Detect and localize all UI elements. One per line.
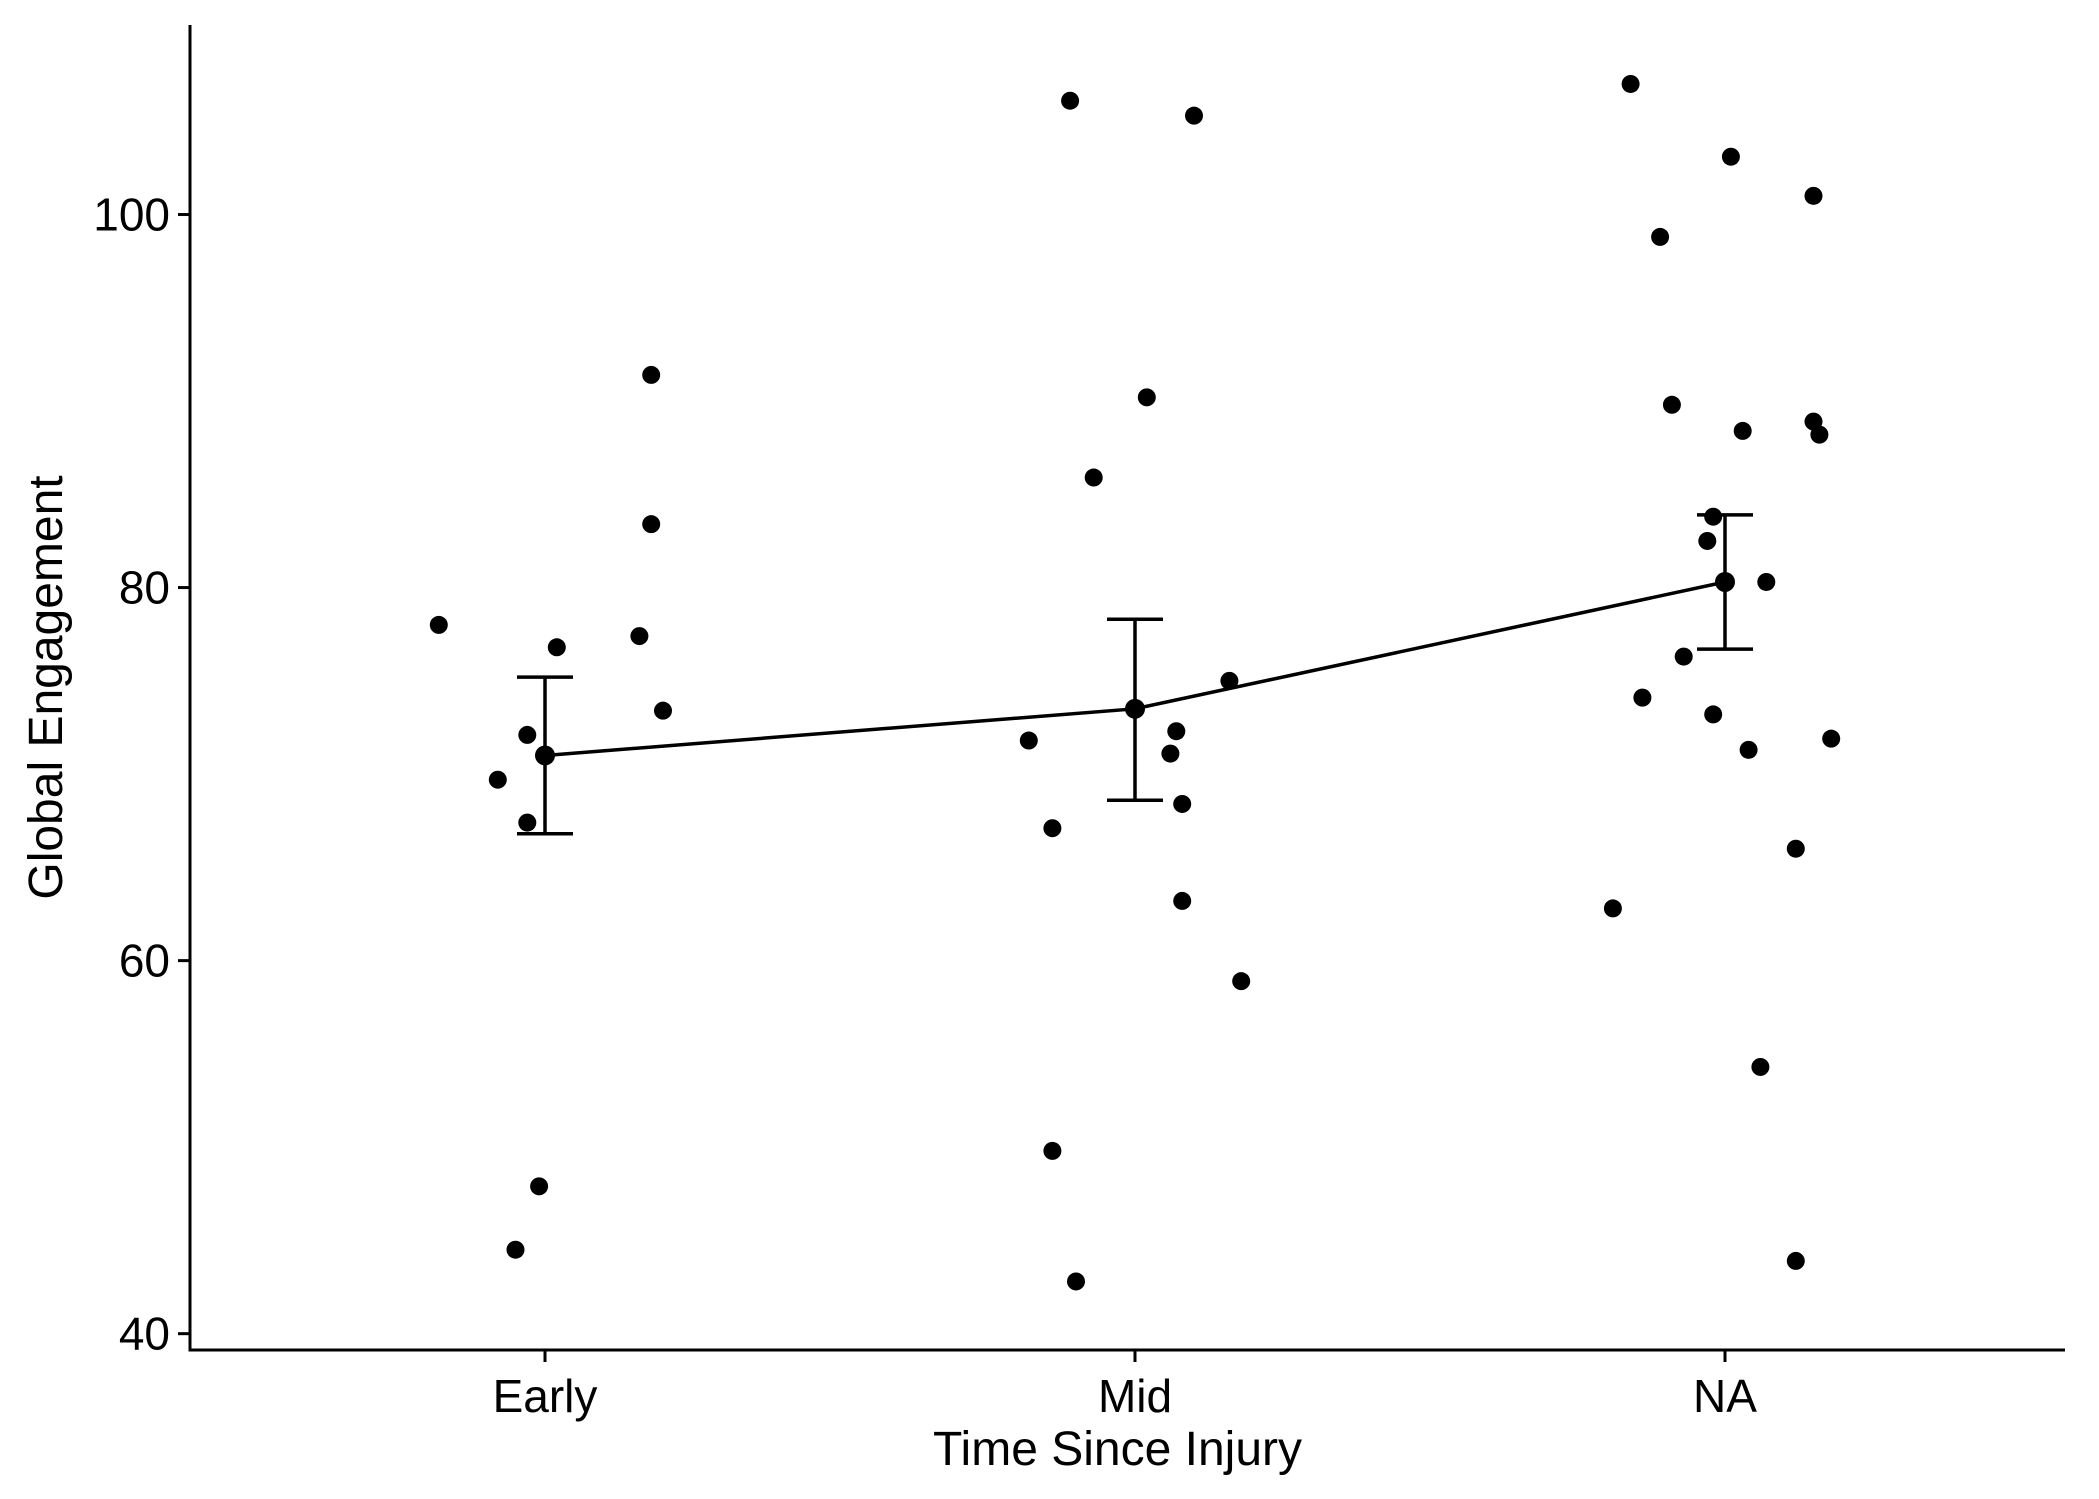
data-point [642, 365, 661, 384]
mean-point [1715, 571, 1735, 592]
mean-point [1125, 698, 1145, 719]
data-point [1721, 147, 1740, 166]
y-tick-label: 100 [93, 189, 170, 241]
data-point [1603, 899, 1622, 918]
data-point [488, 770, 507, 789]
data-point [1137, 388, 1156, 407]
data-point [506, 1240, 525, 1259]
data-point [1173, 891, 1192, 910]
data-point [1633, 688, 1652, 707]
data-point [1019, 731, 1038, 750]
data-point [1704, 705, 1723, 724]
x-axis-title: Time Since Injury [933, 1423, 1302, 1476]
x-axis-ticks: Early Mid NA [493, 1350, 1757, 1422]
y-tick-label: 60 [119, 935, 170, 987]
data-point [1733, 421, 1752, 440]
data-point [1751, 1057, 1770, 1076]
data-point [1173, 794, 1192, 813]
data-point [1621, 74, 1640, 93]
data-point [1185, 106, 1203, 125]
data-point [642, 515, 661, 534]
data-point [429, 615, 448, 634]
plot-area [429, 74, 1841, 1291]
data-point [1810, 425, 1829, 444]
data-point [547, 638, 566, 657]
data-point [1662, 395, 1681, 414]
data-point [1786, 839, 1805, 858]
data-point [1220, 671, 1239, 690]
y-axis-title: Global Engagement [20, 475, 73, 899]
data-point [630, 627, 649, 646]
data-point [1786, 1251, 1805, 1270]
data-point [1084, 468, 1103, 487]
mean-point [535, 745, 555, 766]
y-tick-label: 40 [119, 1308, 170, 1360]
data-point [1232, 972, 1251, 991]
data-point [1043, 1141, 1062, 1160]
data-point [1674, 647, 1693, 666]
x-tick-label: Early [493, 1370, 598, 1422]
data-point [1739, 740, 1758, 759]
data-point [1698, 531, 1717, 550]
data-point [1757, 572, 1776, 591]
data-point [518, 725, 537, 744]
data-point [518, 813, 537, 832]
data-point [1043, 819, 1062, 838]
x-tick-label: NA [1693, 1370, 1757, 1422]
data-point [1061, 91, 1080, 110]
data-point [1704, 507, 1723, 526]
y-tick-label: 80 [119, 562, 170, 614]
y-axis-ticks: 40 60 80 100 [93, 189, 190, 1360]
data-point [1822, 729, 1841, 748]
data-point [530, 1177, 549, 1196]
data-point [1804, 186, 1823, 205]
data-point [1167, 722, 1186, 741]
x-tick-label: Mid [1098, 1370, 1172, 1422]
data-point [1161, 744, 1180, 763]
data-point [1651, 227, 1670, 246]
data-point [654, 701, 672, 720]
data-point [1067, 1272, 1085, 1291]
